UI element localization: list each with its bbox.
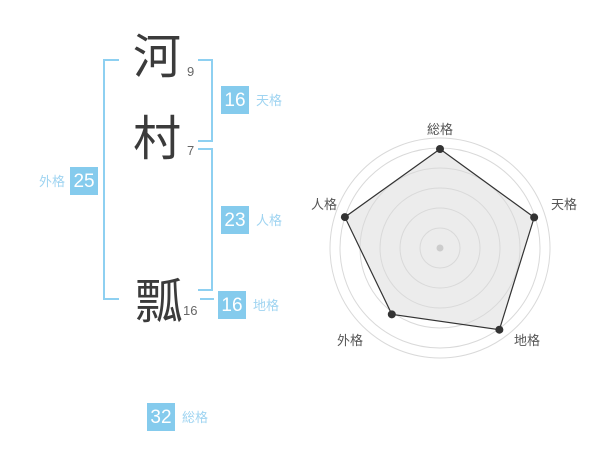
tenkaku-score: 16 天格 xyxy=(221,86,282,114)
soukaku-value-badge: 32 xyxy=(147,403,175,431)
surname-char-2-strokes: 7 xyxy=(187,143,195,158)
surname-char-2: 村 xyxy=(133,113,182,166)
radar-series-layer xyxy=(340,145,539,334)
radar-center-dot xyxy=(436,244,444,252)
gaikaku-bracket xyxy=(103,59,119,300)
soukaku-label: 総格 xyxy=(182,409,209,425)
radar-ring xyxy=(329,137,551,359)
radar-vertex-dot xyxy=(530,213,539,222)
jinkaku-value-badge: 23 xyxy=(221,206,249,234)
gaikaku-label: 外格 xyxy=(39,173,66,189)
tenkaku-label: 天格 xyxy=(256,92,283,108)
axis-label-gaikaku: 外格 xyxy=(337,333,363,348)
radar-polygon-outline xyxy=(344,148,535,331)
radar-vertex-dot xyxy=(340,213,349,222)
radar-vertex-dot xyxy=(436,145,444,153)
axis-label-chikaku: 地格 xyxy=(514,333,540,348)
axis-label-jinkaku: 人格 xyxy=(311,197,337,212)
surname-char-1-strokes: 9 xyxy=(187,64,195,79)
radar-fill-layer xyxy=(344,149,535,330)
axis-label-soukaku: 総格 xyxy=(427,122,453,137)
chikaku-tick xyxy=(200,298,214,300)
chikaku-score: 16 地格 xyxy=(218,291,279,319)
axis-label-tenkaku: 天格 xyxy=(551,197,577,212)
tenkaku-value-badge: 16 xyxy=(221,86,249,114)
tenkaku-bracket xyxy=(198,59,213,142)
soukaku-score: 32 総格 xyxy=(147,403,208,431)
radar-ring xyxy=(379,187,501,309)
chikaku-value-badge: 16 xyxy=(218,291,246,319)
radar-vertex-dot xyxy=(495,325,504,334)
radar-polygon-fill xyxy=(344,149,535,330)
radar-vertex-dot xyxy=(387,310,396,319)
given-name-char-1-strokes: 16 xyxy=(183,303,198,318)
chikaku-label: 地格 xyxy=(253,297,280,313)
gaikaku-score: 外格 25 xyxy=(39,167,99,195)
given-name-char-1: 瓢 xyxy=(135,276,184,329)
jinkaku-score: 23 人格 xyxy=(221,206,282,234)
surname-char-1: 河 xyxy=(133,31,182,84)
jinkaku-label: 人格 xyxy=(256,212,283,228)
radar-chart: 総格 天格 地格 外格 人格 xyxy=(311,122,577,359)
radar-ring xyxy=(419,227,461,269)
gaikaku-value-badge: 25 xyxy=(70,167,99,195)
radar-ring xyxy=(399,207,481,289)
jinkaku-bracket xyxy=(198,148,213,291)
